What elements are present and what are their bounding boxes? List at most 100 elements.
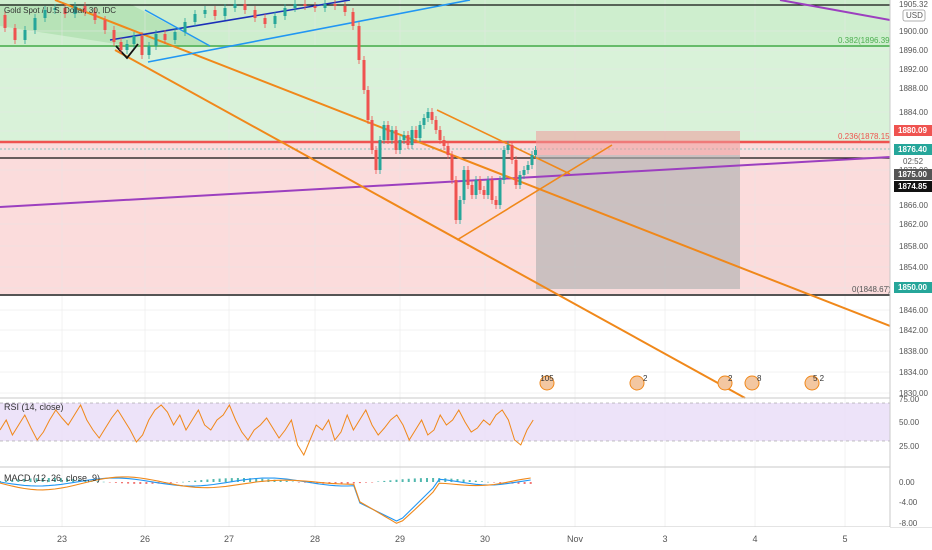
candle-body xyxy=(494,200,498,205)
candle-body xyxy=(233,4,237,8)
event-marker[interactable]: 8 xyxy=(744,374,762,391)
time-axis[interactable] xyxy=(0,527,890,550)
time-tick: 26 xyxy=(140,534,150,544)
event-marker[interactable]: 2 xyxy=(629,374,648,391)
macd-bar xyxy=(529,482,532,484)
candle-body xyxy=(303,4,307,6)
candle-body xyxy=(362,60,366,90)
macd-bar xyxy=(96,481,99,482)
candle-body xyxy=(502,150,506,180)
price-axis[interactable] xyxy=(890,0,932,527)
candle-body xyxy=(112,30,116,42)
macd-bar xyxy=(41,478,44,482)
candle-body xyxy=(313,6,317,8)
macd-bar xyxy=(78,479,81,482)
price-tag: 1880.09 xyxy=(894,125,932,136)
currency-badge[interactable]: USD xyxy=(902,9,926,22)
candle-body xyxy=(333,4,337,6)
macd-bar xyxy=(188,481,191,482)
macd-bar xyxy=(249,478,252,482)
candle-body xyxy=(140,36,144,55)
orange-triangle-bottom[interactable] xyxy=(456,144,613,241)
candle-body xyxy=(163,34,167,40)
candle-body xyxy=(422,118,426,125)
macd-bar xyxy=(285,480,288,482)
candle-body xyxy=(522,170,526,175)
macd-line[interactable] xyxy=(0,477,531,522)
macd-bar xyxy=(151,482,154,484)
event-marker[interactable]: 5 2 xyxy=(804,374,825,391)
candle-body xyxy=(93,12,97,20)
price-tag: 1875.00 xyxy=(894,169,932,180)
stop-loss-box[interactable] xyxy=(536,131,740,155)
time-tick: 5 xyxy=(842,534,847,544)
blue-short-line[interactable] xyxy=(144,9,211,47)
macd-bar xyxy=(383,480,386,482)
macd-bar xyxy=(218,478,221,482)
macd-bar xyxy=(334,482,337,484)
macd-bar xyxy=(462,479,465,482)
time-tick: 27 xyxy=(224,534,234,544)
candle-body xyxy=(426,112,430,118)
purple-trendline[interactable] xyxy=(0,156,891,208)
svg-text:8: 8 xyxy=(757,374,762,383)
price-tick: 1866.00 xyxy=(899,201,928,210)
macd-bar xyxy=(474,480,477,482)
macd-bar xyxy=(346,482,349,484)
macd-bar xyxy=(365,482,367,483)
price-tick: 1892.00 xyxy=(899,65,928,74)
candle-body xyxy=(283,8,287,16)
fib-0236-label: 0.236(1878.15) xyxy=(838,132,893,141)
candle-body xyxy=(486,180,490,195)
candle-body xyxy=(154,34,158,46)
price-tick: 1858.00 xyxy=(899,242,928,251)
take-profit-box[interactable] xyxy=(536,155,740,289)
purple-trendline-top[interactable] xyxy=(779,0,891,21)
macd-tick: -8.00 xyxy=(899,519,918,528)
macd-bar xyxy=(389,480,392,482)
macd-bar xyxy=(133,482,136,484)
candle-body xyxy=(394,130,398,150)
macd-bar xyxy=(145,482,148,484)
rsi-line[interactable] xyxy=(0,403,534,457)
svg-text:2: 2 xyxy=(728,374,733,383)
rsi-title: RSI (14, close) xyxy=(4,402,64,412)
macd-signal-line[interactable] xyxy=(0,476,531,524)
macd-bar xyxy=(304,482,306,483)
svg-text:1874.85: 1874.85 xyxy=(898,182,927,191)
macd-tick: 0.00 xyxy=(899,478,915,487)
macd-bar xyxy=(114,482,117,483)
svg-text:USD: USD xyxy=(906,11,923,20)
candle-body xyxy=(458,200,462,220)
price-tick: 1834.00 xyxy=(899,368,928,377)
candle-body xyxy=(366,90,370,120)
macd-bar xyxy=(358,482,361,484)
orange-triangle-top[interactable] xyxy=(436,109,571,175)
price-tick: 1842.00 xyxy=(899,326,928,335)
macd-bar xyxy=(212,479,215,482)
blue-trendline[interactable] xyxy=(147,0,471,63)
macd-bar xyxy=(395,479,398,482)
orange-channel-lower[interactable] xyxy=(114,49,746,399)
navy-trendline[interactable] xyxy=(109,0,351,41)
event-marker[interactable]: 2 xyxy=(717,374,733,391)
svg-text:02:52: 02:52 xyxy=(903,157,924,166)
macd-bar xyxy=(11,479,14,482)
svg-text:1850.00: 1850.00 xyxy=(898,283,927,292)
macd-bar xyxy=(139,482,142,484)
macd-bar xyxy=(121,482,123,484)
candlestick-series[interactable] xyxy=(3,0,538,224)
candle-body xyxy=(173,32,177,40)
candle-body xyxy=(23,30,27,40)
candle-body xyxy=(454,180,458,220)
event-marker[interactable]: 105 xyxy=(539,374,555,391)
candle-body xyxy=(478,180,482,190)
orange-channel-upper[interactable] xyxy=(54,0,891,327)
macd-bar xyxy=(407,478,410,482)
macd-tick: -4.00 xyxy=(899,498,918,507)
candle-body xyxy=(534,150,537,155)
svg-text:2: 2 xyxy=(643,374,648,383)
symbol-title: Gold Spot / U.S. Dollar, 30, IDC xyxy=(4,6,116,15)
macd-bar xyxy=(297,482,300,483)
